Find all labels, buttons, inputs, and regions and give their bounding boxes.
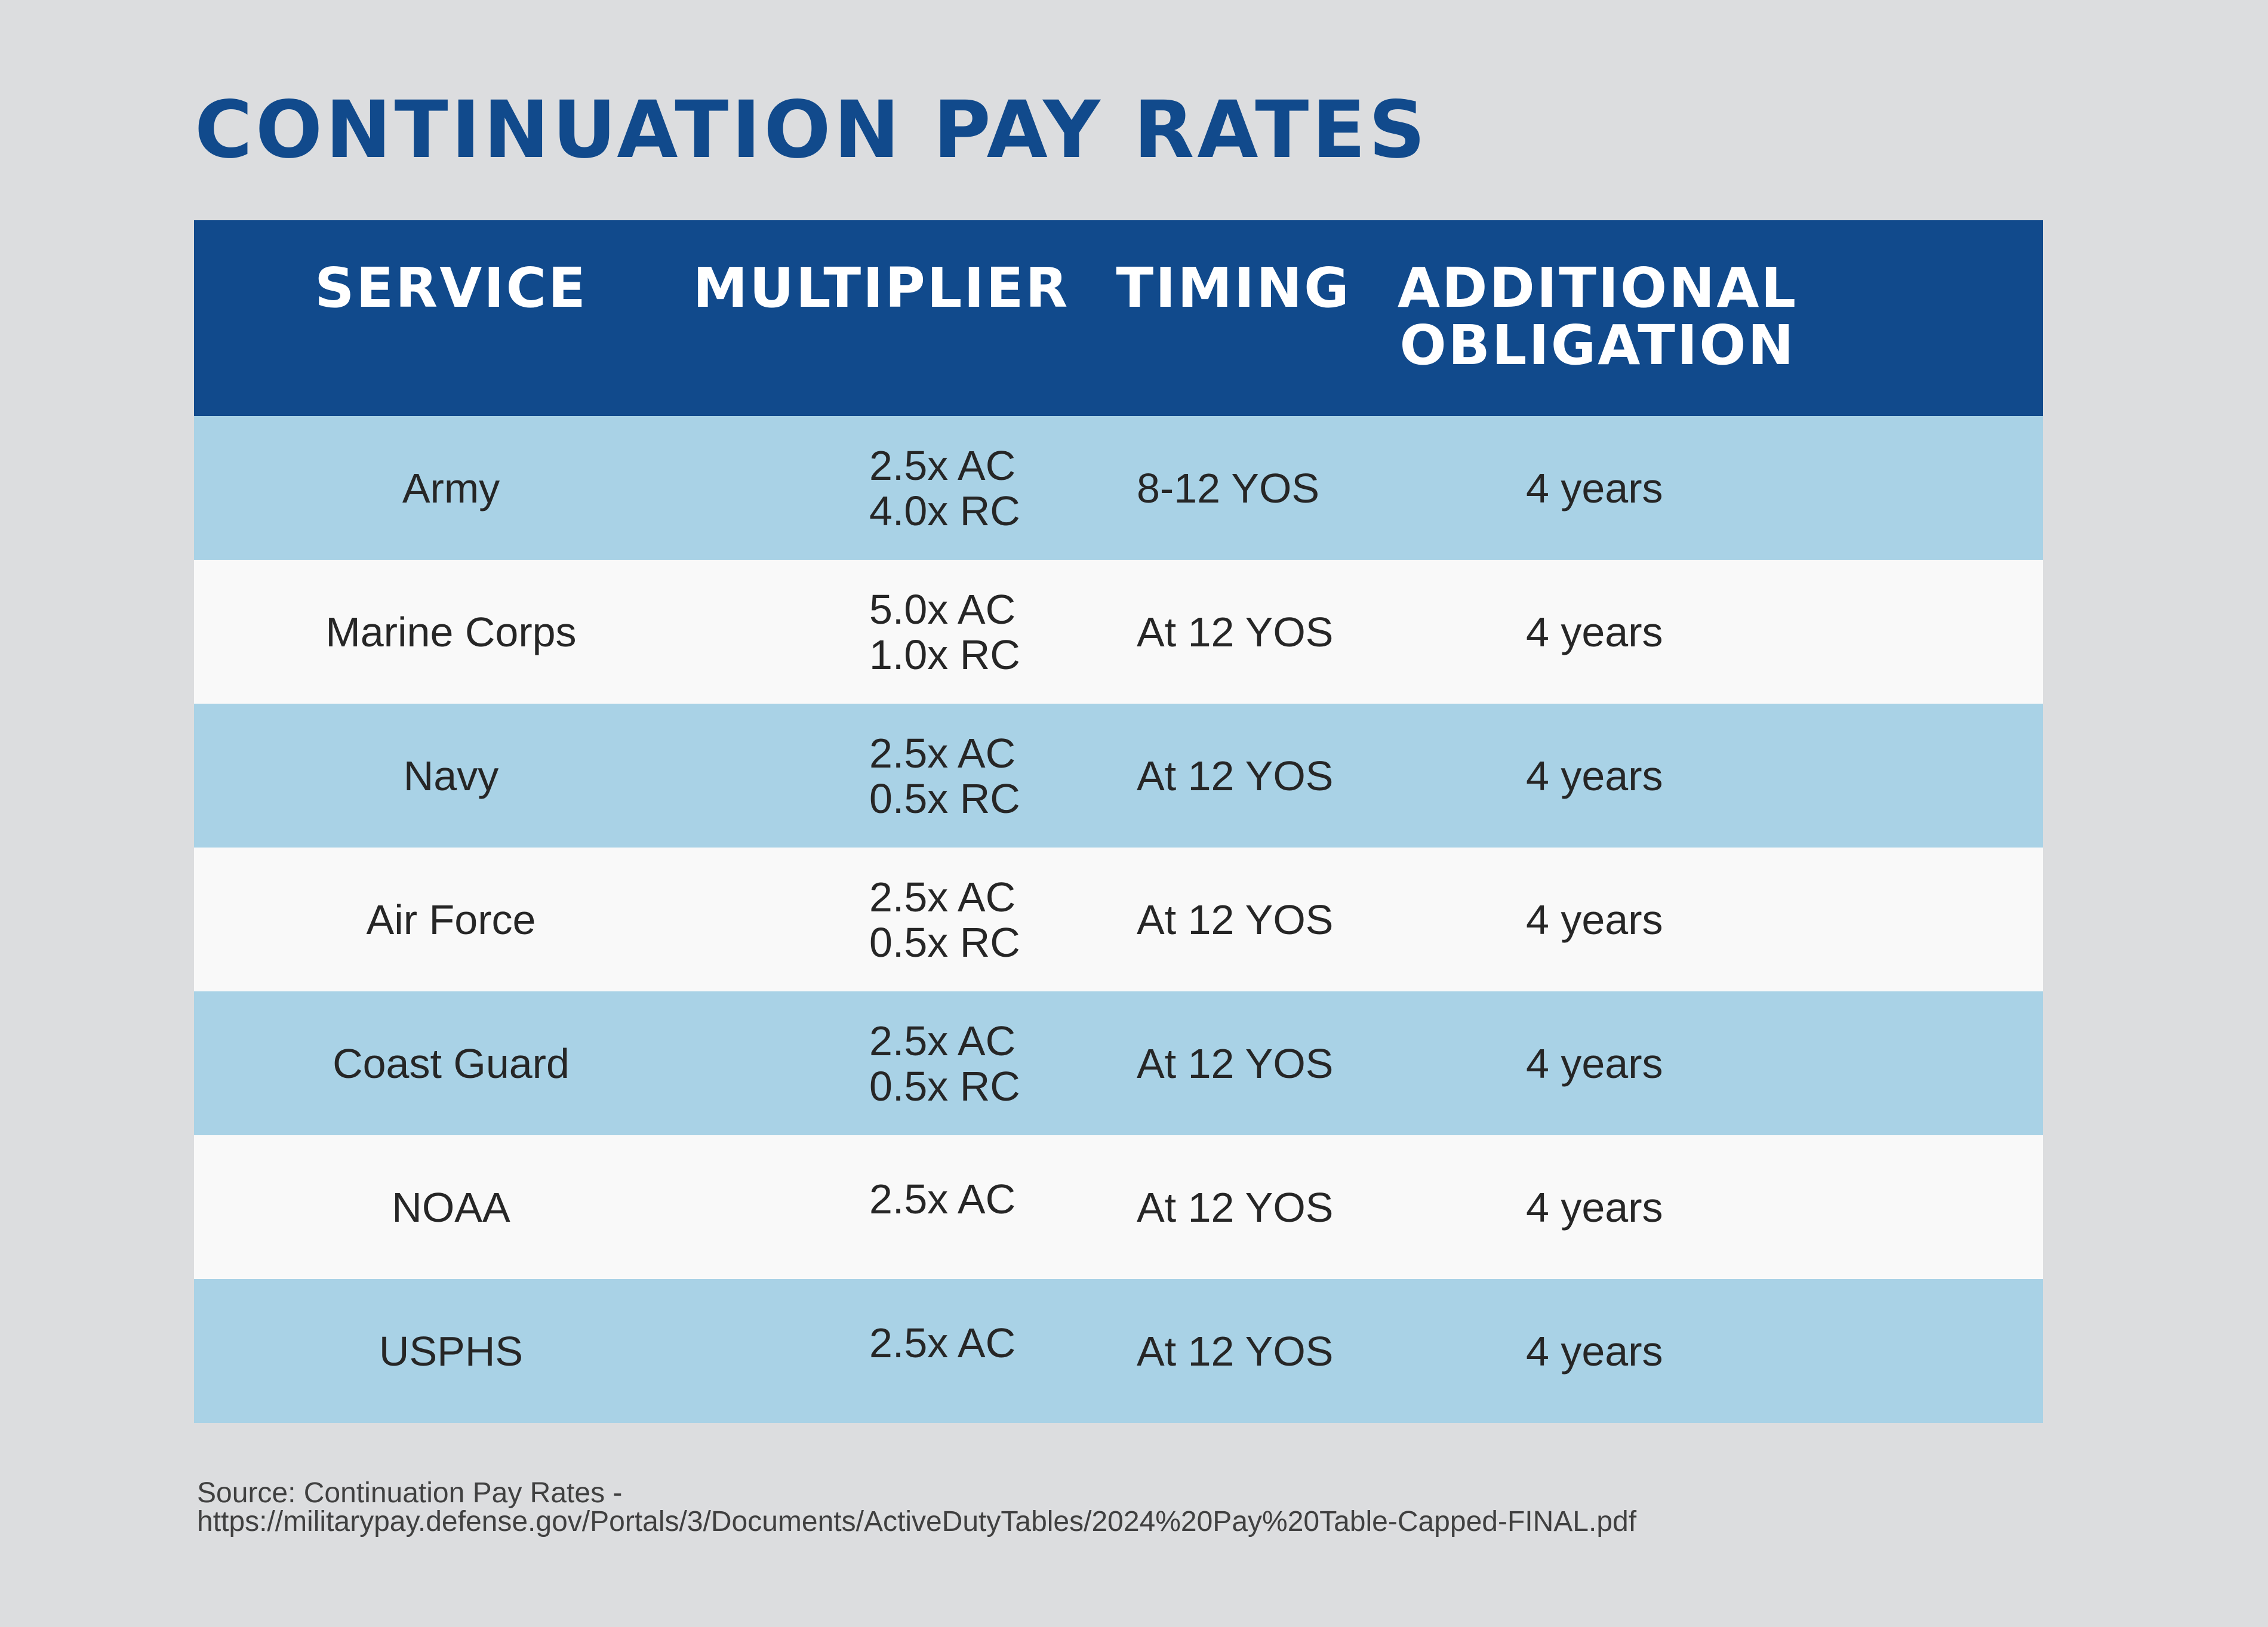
cell-obligation: 4 years (1526, 752, 1663, 799)
cell-timing: At 12 YOS (1137, 1184, 1334, 1231)
pay-rates-table: SERVICE MULTIPLIER TIMING ADDITIONAL OBL… (194, 220, 2043, 1423)
page-title: CONTINUATION PAY RATES (195, 84, 1429, 176)
header-multiplier: MULTIPLIER (693, 256, 1070, 320)
cell-multiplier: 2.5x AC (869, 1319, 1016, 1366)
cell-obligation: 4 years (1526, 1040, 1663, 1087)
table-row: Coast Guard 2.5x AC 0.5x RC At 12 YOS 4 … (194, 991, 2043, 1135)
cell-timing: At 12 YOS (1137, 1040, 1334, 1087)
table-header: SERVICE MULTIPLIER TIMING ADDITIONAL OBL… (194, 220, 2043, 416)
table-row: Army 2.5x AC 4.0x RC 8-12 YOS 4 years (194, 416, 2043, 560)
cell-multiplier: 2.5x AC 0.5x RC (869, 729, 1020, 822)
cell-multiplier: 2.5x AC 0.5x RC (869, 1017, 1020, 1110)
cell-multiplier: 2.5x AC (869, 1175, 1016, 1222)
cell-obligation: 4 years (1526, 1184, 1663, 1231)
cell-timing: At 12 YOS (1137, 896, 1334, 943)
cell-timing: At 12 YOS (1137, 608, 1334, 655)
cell-obligation: 4 years (1526, 1327, 1663, 1375)
cell-obligation: 4 years (1526, 464, 1663, 511)
cell-multiplier: 2.5x AC 4.0x RC (869, 442, 1020, 534)
cell-multiplier: 2.5x AC 0.5x RC (869, 873, 1020, 966)
table-row: USPHS 2.5x AC At 12 YOS 4 years (194, 1279, 2043, 1423)
header-additional-obligation: ADDITIONAL OBLIGATION (1397, 256, 1798, 377)
cell-obligation: 4 years (1526, 608, 1663, 655)
cell-multiplier: 5.0x AC 1.0x RC (869, 586, 1020, 678)
cell-timing: 8-12 YOS (1137, 464, 1320, 511)
source-label: Source: Continuation Pay Rates - (197, 1477, 623, 1509)
header-service: SERVICE (315, 256, 587, 320)
table-row: Navy 2.5x AC 0.5x RC At 12 YOS 4 years (194, 704, 2043, 848)
cell-timing: At 12 YOS (1137, 752, 1334, 799)
source-note: Source: Continuation Pay Rates - https:/… (197, 1479, 1636, 1536)
cell-service: Marine Corps (325, 608, 577, 655)
cell-service: USPHS (378, 1327, 524, 1375)
table-row: NOAA 2.5x AC At 12 YOS 4 years (194, 1135, 2043, 1279)
table-row: Marine Corps 5.0x AC 1.0x RC At 12 YOS 4… (194, 560, 2043, 704)
source-url: https://militarypay.defense.gov/Portals/… (197, 1506, 1637, 1537)
cell-obligation: 4 years (1526, 896, 1663, 943)
cell-service: Air Force (366, 896, 536, 943)
table-row: Air Force 2.5x AC 0.5x RC At 12 YOS 4 ye… (194, 848, 2043, 991)
cell-service: NOAA (392, 1184, 510, 1231)
cell-service: Coast Guard (333, 1040, 570, 1087)
header-timing: TIMING (1116, 256, 1351, 320)
cell-timing: At 12 YOS (1137, 1327, 1334, 1375)
cell-service: Army (402, 464, 500, 511)
cell-service: Navy (403, 752, 499, 799)
